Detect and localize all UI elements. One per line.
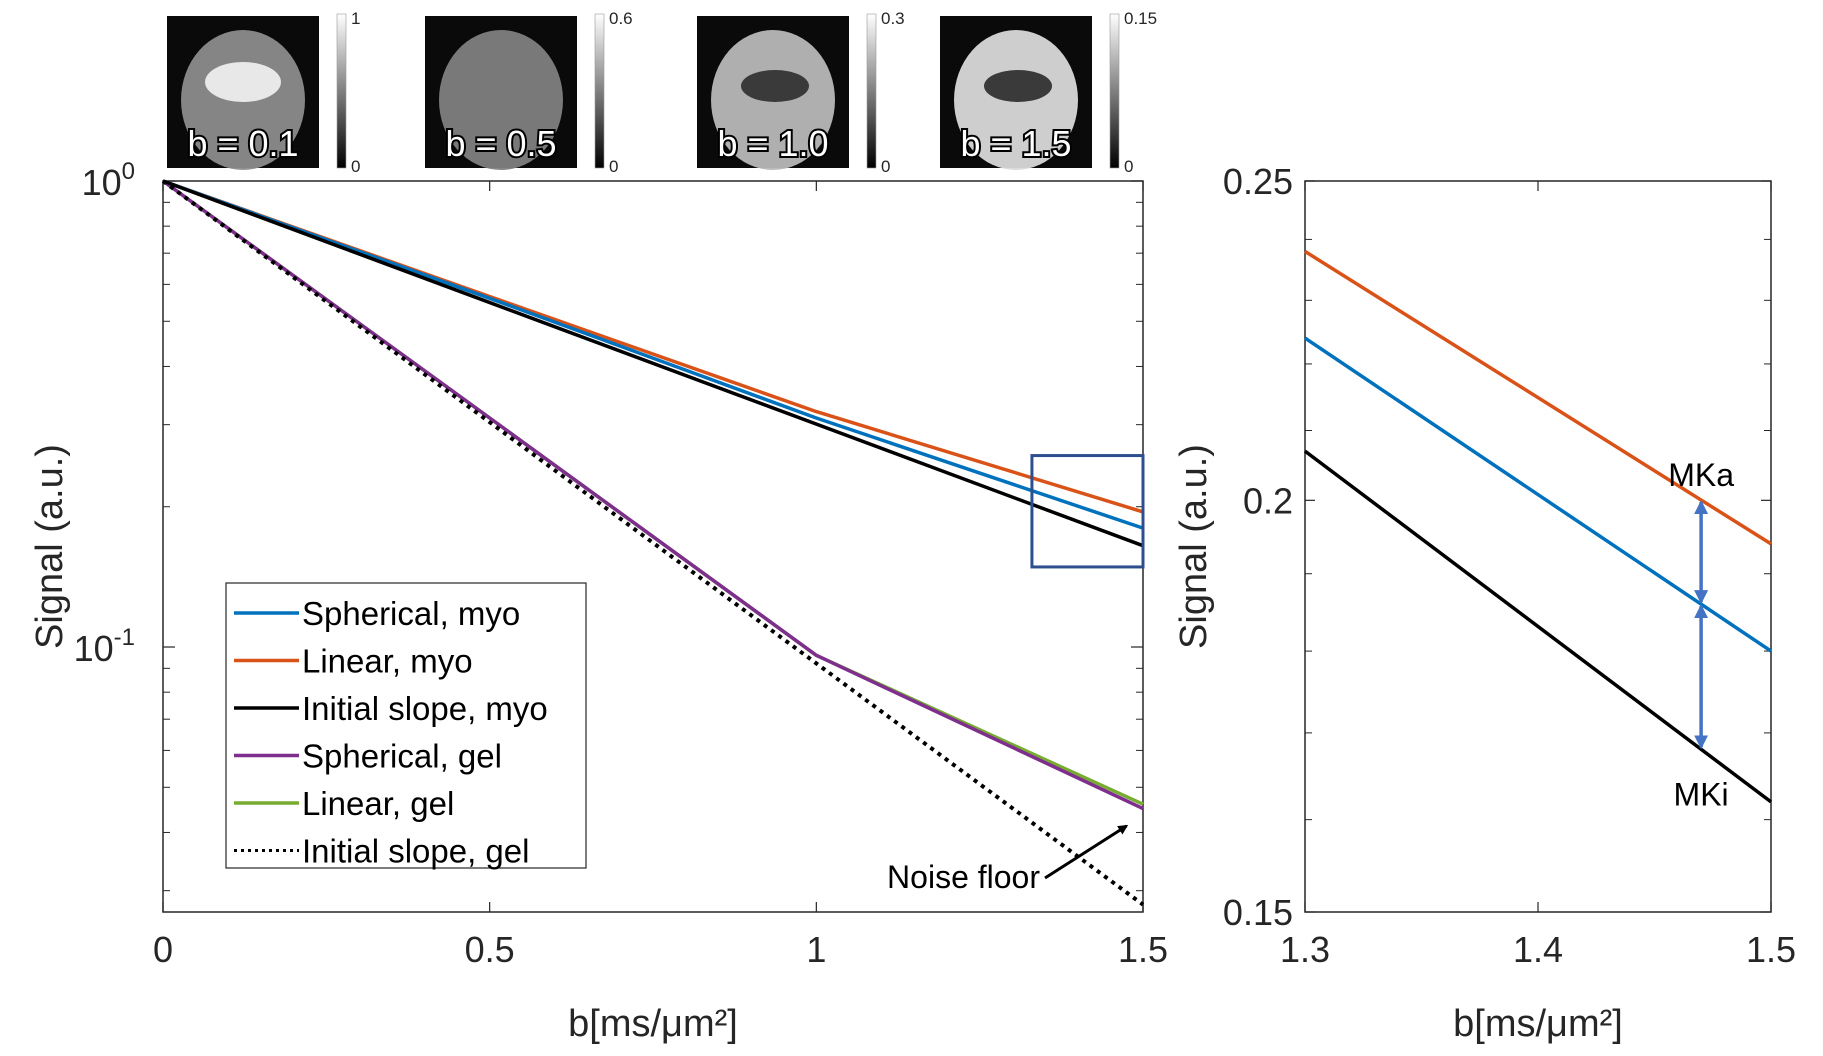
legend-label: Initial slope, myo (302, 690, 548, 727)
annotation-mki: MKi (1674, 776, 1729, 812)
x-axis-label: b[ms/μm²] (1453, 1003, 1623, 1045)
series-line-linear-myo (162, 179, 1144, 514)
colorbar-max-label: 0.15 (1124, 9, 1157, 28)
colorbar-min-label: 0 (351, 157, 360, 176)
y-tick-exp: 0 (122, 158, 135, 185)
y-tick-label: 0.15 (1223, 892, 1293, 933)
series-line-linear-myo (1304, 249, 1772, 546)
colorbar (336, 13, 347, 169)
legend-label: Linear, myo (302, 643, 473, 680)
noise-floor-arrow (1044, 824, 1129, 880)
y-tick-label: 10-1 (74, 624, 135, 669)
colorbar (1109, 13, 1120, 169)
x-tick-label: 1.3 (1280, 929, 1330, 970)
x-axis-label: b[ms/μm²] (568, 1003, 738, 1045)
thumbnail-3: b = 1.0 0.3 0 (697, 9, 905, 176)
legend-label: Linear, gel (302, 785, 454, 822)
thumbnail-label: b = 1.0 (717, 123, 828, 164)
zoom-box (1030, 454, 1145, 569)
annotation-mka: MKa (1668, 457, 1734, 493)
legend-label: Spherical, myo (302, 595, 520, 632)
thumbnail-label: b = 0.5 (445, 123, 556, 164)
colorbar (594, 13, 605, 169)
y-axis-label: Signal (a.u.) (1173, 444, 1215, 649)
x-tick-label: 1.4 (1513, 929, 1563, 970)
colorbar (866, 13, 877, 169)
thumbnail-label: b = 0.1 (187, 123, 298, 164)
thumbnail-4: b = 1.5 0.15 0 (940, 9, 1157, 176)
thumbnail-2: b = 0.5 0.6 0 (425, 9, 633, 176)
noise-floor-label: Noise floor (887, 859, 1040, 895)
lv-cavity (205, 62, 281, 102)
y-tick-label: 100 (82, 158, 135, 203)
y-tick-label: 0.2 (1243, 480, 1293, 521)
thumbnail-label: b = 1.5 (960, 123, 1071, 164)
y-tick-exp: -1 (114, 624, 135, 651)
series-line-spherical-myo (162, 179, 1144, 530)
y-tick-base: 10 (82, 162, 122, 203)
series-line-initial-myo (162, 179, 1144, 548)
x-tick-label: 1.5 (1118, 929, 1168, 970)
colorbar-max-label: 0.6 (609, 9, 633, 28)
y-tick-label: 0.25 (1223, 161, 1293, 202)
x-tick-label: 0.5 (465, 929, 515, 970)
colorbar-max-label: 1 (351, 9, 360, 28)
lv-cavity (984, 70, 1052, 102)
colorbar-min-label: 0 (609, 157, 618, 176)
heart-ring (439, 30, 563, 170)
x-tick-label: 1 (806, 929, 826, 970)
x-tick-label: 1.5 (1746, 929, 1796, 970)
series-line-spherical-myo (1304, 336, 1772, 653)
colorbar-max-label: 0.3 (881, 9, 905, 28)
thumbnail-strip: b = 0.1 1 0 b = 0.5 0.6 0 b = 1.0 0.3 0 b = 1.5 0.… (167, 9, 1157, 176)
series-line-initial-myo (1303, 449, 1773, 804)
legend-label: Spherical, gel (302, 738, 502, 775)
colorbar-min-label: 0 (881, 157, 890, 176)
lv-cavity (741, 70, 809, 102)
x-tick-label: 0 (153, 929, 173, 970)
y-tick-base: 10 (74, 628, 114, 669)
right-plot: 1.3 1.4 1.5 0.25 0.2 0.15 MKa MKi b[ms/μm²] Signa… (1173, 161, 1796, 1045)
y-axis-label: Signal (a.u.) (29, 444, 71, 649)
legend-box (225, 582, 587, 869)
colorbar-min-label: 0 (1124, 157, 1133, 176)
legend: Spherical, myo Linear, myo Initial slope, … (225, 582, 587, 870)
legend-label: Initial slope, gel (302, 833, 529, 870)
thumbnail-1: b = 0.1 1 0 (167, 9, 360, 176)
